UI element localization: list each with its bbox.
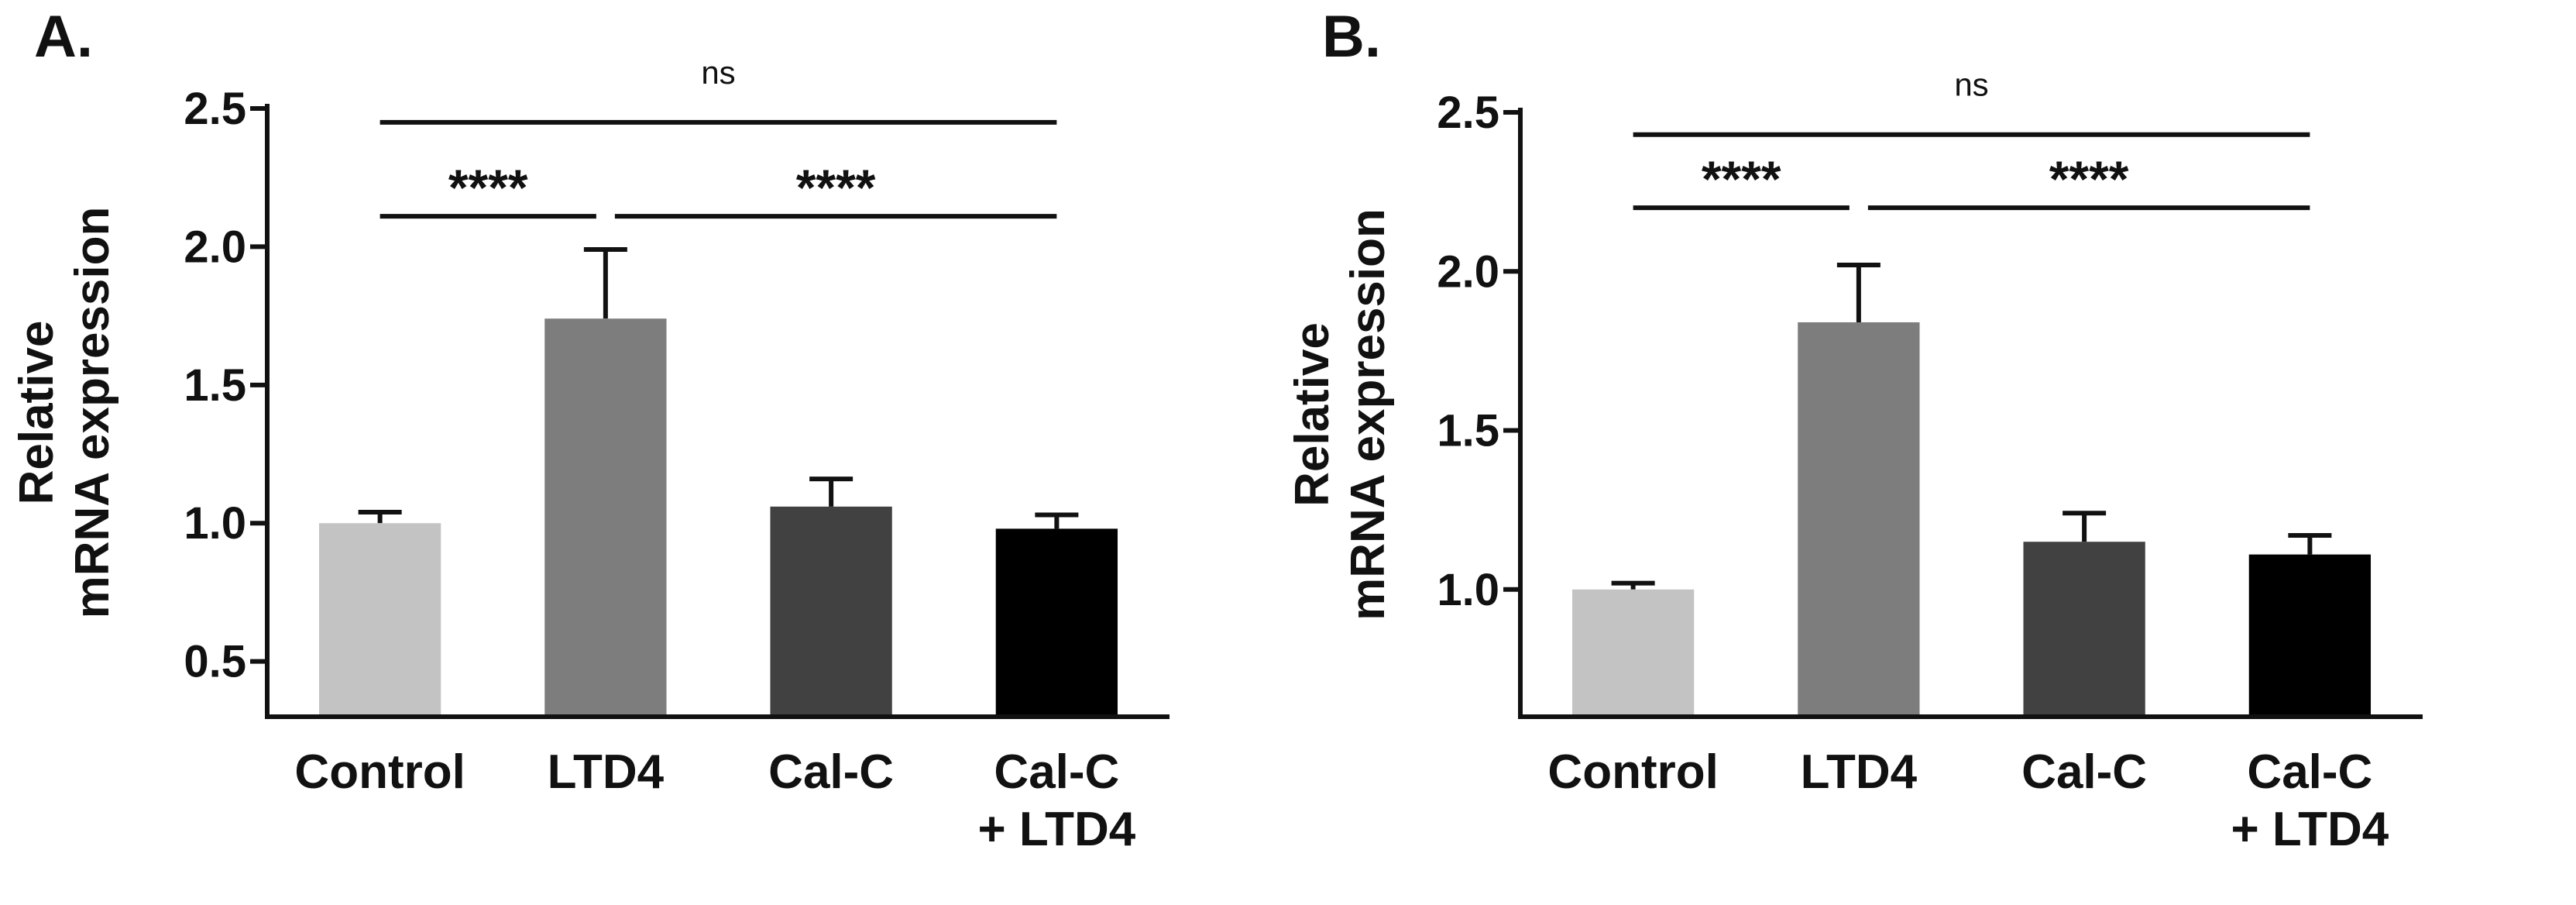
- significance-label: ****: [1702, 150, 1781, 208]
- panel-label-b: B.: [1322, 4, 1381, 70]
- bar: [2248, 554, 2372, 714]
- y-tick-label: 2.0: [184, 222, 246, 272]
- bar: [770, 506, 892, 714]
- significance-label: ****: [448, 159, 528, 216]
- y-tick-label: 2.0: [1437, 246, 1499, 297]
- x-tick-label: Cal-C: [2247, 745, 2372, 799]
- y-axis-title-line: Relative: [1288, 322, 1339, 507]
- y-tick-label: 2.5: [184, 84, 246, 134]
- y-tick-label: 2.5: [1437, 88, 1499, 138]
- y-axis-title-line: mRNA expression: [66, 207, 119, 619]
- x-tick-label: Cal-C: [994, 745, 1119, 799]
- bar: [544, 318, 667, 714]
- x-tick-label: LTD4: [1801, 745, 1918, 799]
- significance-label: ****: [2049, 150, 2129, 208]
- chart-b: 1.0 1.5 2.0 2.5 Relative mRNA expression Contr…: [1288, 67, 2423, 856]
- x-tick-label: Cal-C: [2021, 745, 2147, 799]
- y-tick-label: 1.0: [1437, 565, 1499, 615]
- bar: [1798, 322, 1920, 714]
- chart-panel-a: A. 0.5 1.0 1.5 2.0 2.5 Relative mRNA expressio…: [10, 4, 1170, 856]
- significance-label: ****: [796, 159, 876, 216]
- x-tick-label: Control: [294, 745, 465, 799]
- x-tick-label: + LTD4: [2231, 803, 2389, 856]
- significance-label: ns: [1954, 67, 1988, 103]
- x-tick-label: LTD4: [548, 745, 665, 799]
- x-tick-label: Control: [1547, 745, 1718, 799]
- chart-a: 0.5 1.0 1.5 2.0 2.5 Relative mRNA expression Co…: [10, 54, 1170, 856]
- panel-label-a: A.: [34, 4, 93, 70]
- y-axis-title-line: mRNA expression: [1341, 208, 1395, 621]
- significance-label: ns: [701, 54, 735, 91]
- bar: [995, 528, 1118, 714]
- bar: [2023, 542, 2145, 714]
- x-tick-label: + LTD4: [977, 803, 1135, 856]
- x-tick-label: Cal-C: [768, 745, 894, 799]
- chart-panel-b: B. 1.0 1.5 2.0 2.5 Relative mRNA expression Co…: [1288, 0, 2576, 905]
- y-tick-label: 1.5: [1437, 406, 1499, 456]
- y-tick-label: 0.5: [184, 637, 246, 687]
- bar: [318, 523, 441, 714]
- y-tick-label: 1.5: [184, 360, 246, 411]
- y-axis-title-line: Relative: [10, 321, 64, 505]
- y-tick-label: 1.0: [184, 498, 246, 549]
- bar: [1571, 589, 1695, 714]
